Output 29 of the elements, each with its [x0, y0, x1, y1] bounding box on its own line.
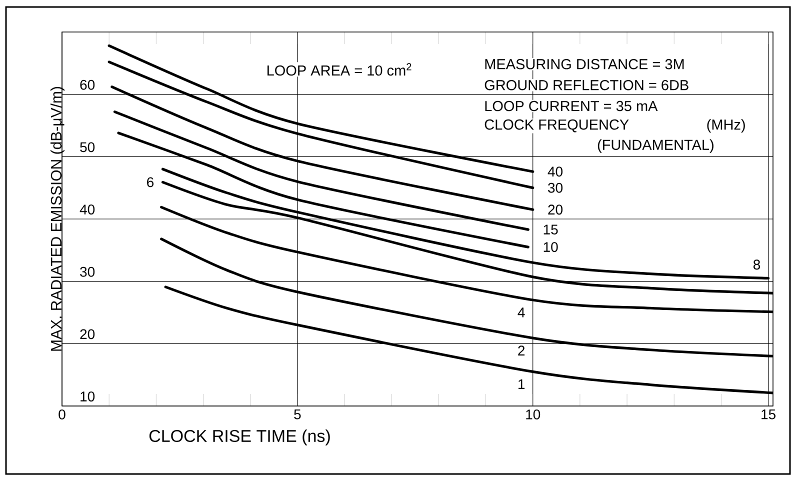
y-tick-label: 20 — [80, 329, 95, 340]
annotation: LOOP CURRENT = 35 mA — [485, 100, 658, 112]
y-tick-label: 30 — [80, 266, 95, 277]
x-tick-label: 0 — [58, 410, 66, 420]
series-label: 40 — [548, 166, 563, 177]
annotation: LOOP AREA = 10 cm$^{2}$ — [268, 63, 412, 76]
series-label: 1 — [518, 379, 525, 389]
series-label: 4 — [518, 308, 525, 318]
series-label: 30 — [548, 182, 563, 193]
y-axis-title: MAX. RADIATED EMISSION (dB-μV/m) — [50, 86, 64, 351]
series-label: 15 — [544, 224, 558, 234]
series-label: 2 — [518, 346, 525, 356]
y-tick-label: 40 — [80, 204, 95, 214]
y-tick-label: 60 — [80, 80, 95, 90]
x-axis-title: CLOCK RISE TIME (ns) — [149, 430, 330, 446]
y-tick-label: 10 — [80, 392, 95, 402]
annotation: CLOCK FREQUENCY — [484, 119, 629, 132]
x-tick-label: 10 — [526, 410, 540, 420]
annotation: MEASURING DISTANCE = 3M — [485, 59, 684, 70]
annotation: (MHz) — [707, 119, 745, 133]
annotation: GROUND REFLECTION = 6DB — [484, 80, 688, 90]
x-tick-label: 5 — [294, 410, 301, 420]
annotation: (FUNDAMENTAL) — [598, 139, 714, 153]
y-tick-label: 50 — [80, 142, 95, 152]
series-label: 20 — [548, 204, 563, 215]
x-tick-label: 15 — [762, 410, 776, 420]
series-label: 6 — [147, 177, 154, 188]
series-label: 10 — [544, 242, 558, 252]
series-label: 8 — [753, 260, 760, 270]
